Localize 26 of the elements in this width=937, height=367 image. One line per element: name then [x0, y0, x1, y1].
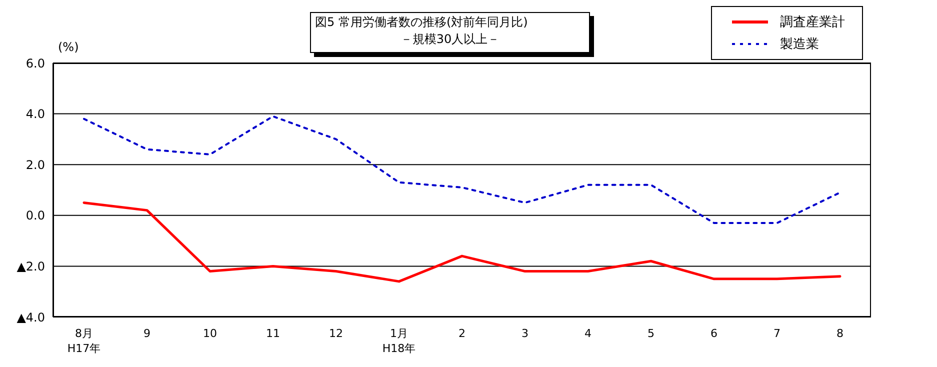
legend-label: 製造業 [780, 36, 819, 53]
x-tick-label: 9 [144, 327, 150, 340]
x-tick-label: 11 [266, 327, 280, 340]
y-axis-title: (%) [58, 40, 79, 54]
legend-label: 調査産業計 [780, 14, 845, 31]
x-tick-label: 5 [648, 327, 654, 340]
x-tick-label: 12 [329, 327, 343, 340]
y-tick-label: ▲4.0 [16, 310, 45, 324]
y-tick-label: 0.0 [26, 208, 45, 223]
x-tick-label: 8月 H17年 [67, 327, 101, 355]
chart-title: 図5 常用労働者数の推移(対前年同月比) [314, 14, 529, 31]
x-tick-label: 4 [584, 327, 592, 340]
y-tick-label: ▲2.0 [16, 259, 45, 274]
x-tick-label: 3 [522, 327, 528, 340]
x-tick-label: 8 [836, 327, 844, 340]
x-tick-label: 7 [774, 327, 780, 340]
y-tick-label: 6.0 [26, 56, 45, 70]
line-series [82, 201, 842, 283]
chart-subtitle: －規模30人以上－ [399, 31, 501, 48]
x-tick-label: 2 [458, 327, 466, 340]
x-tick-label: 1月 H18年 [382, 327, 416, 355]
line-series [83, 115, 841, 224]
x-tick-label: 10 [203, 327, 217, 340]
y-tick-label: 2.0 [26, 158, 45, 172]
y-tick-label: 4.0 [26, 107, 45, 122]
x-tick-label: 6 [710, 327, 718, 340]
